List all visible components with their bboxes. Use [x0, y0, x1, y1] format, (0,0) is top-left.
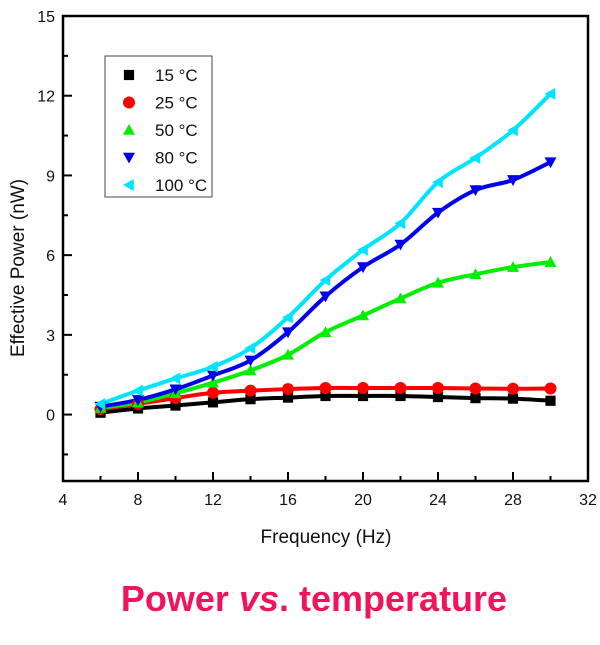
data-point — [507, 261, 519, 272]
x-tick-label: 4 — [59, 492, 68, 509]
y-tick-label: 12 — [37, 89, 55, 106]
x-axis-ticks: 4 8 12 16 20 24 28 32 — [59, 472, 597, 509]
data-point — [507, 175, 519, 186]
data-point — [207, 370, 219, 382]
data-point — [207, 386, 219, 399]
data-point — [469, 268, 482, 280]
data-point — [282, 392, 294, 403]
data-point — [94, 397, 106, 410]
data-point — [432, 176, 443, 189]
x-tick-label: 16 — [279, 492, 297, 509]
data-point — [319, 382, 332, 394]
data-point — [507, 393, 519, 404]
y-axis-title: Effective Power (nW) — [8, 179, 29, 357]
legend-label: 25 °C — [155, 94, 198, 113]
data-point — [282, 383, 294, 396]
data-point — [169, 372, 181, 385]
y-tick-label: 15 — [37, 9, 55, 26]
legend-marker — [123, 152, 135, 164]
legend-label: 15 °C — [155, 66, 198, 85]
legend-marker — [123, 179, 134, 191]
y-tick-label: 0 — [46, 408, 55, 425]
data-point — [244, 384, 257, 397]
data-point — [319, 326, 332, 337]
data-point — [207, 397, 219, 408]
y-tick-label: 6 — [46, 248, 55, 265]
data-point — [432, 391, 444, 403]
y-tick-label: 9 — [46, 168, 55, 185]
data-point — [394, 292, 407, 304]
data-point — [357, 382, 369, 394]
data-point — [170, 400, 181, 411]
data-point — [282, 311, 293, 324]
legend: 15 °C 25 °C 50 °C 80 °C 100 °C — [104, 55, 213, 198]
data-point — [545, 395, 556, 406]
data-point — [507, 382, 519, 395]
series-markers — [94, 87, 557, 418]
x-tick-label: 32 — [579, 492, 597, 509]
data-point — [357, 262, 369, 274]
legend-marker — [123, 96, 135, 109]
caption: Power vs. temperature — [0, 578, 600, 620]
data-point — [395, 390, 406, 402]
data-point — [432, 382, 444, 394]
legend-label: 100 °C — [155, 176, 207, 195]
legend-label: 80 °C — [155, 149, 198, 168]
legend-marker — [123, 124, 135, 135]
data-point — [244, 342, 256, 355]
data-point — [357, 243, 368, 256]
chart: 4 8 12 16 20 24 28 32 0 3 6 9 12 15 Frequency (Hz) E… — [8, 9, 597, 548]
data-point — [132, 395, 144, 406]
x-tick-label: 8 — [134, 492, 143, 509]
x-tick-label: 12 — [204, 492, 222, 509]
data-point — [319, 274, 331, 287]
data-point — [244, 355, 257, 367]
data-point — [357, 390, 369, 402]
data-point — [244, 364, 257, 376]
legend-label: 50 °C — [155, 121, 198, 140]
data-point — [469, 185, 482, 197]
data-point — [282, 348, 294, 360]
data-point — [357, 309, 369, 321]
x-tick-label: 20 — [354, 492, 372, 509]
x-tick-label: 24 — [429, 492, 447, 509]
caption-part1: Power — [120, 578, 239, 619]
data-point — [394, 382, 407, 394]
y-tick-label: 3 — [46, 328, 55, 345]
data-point — [544, 157, 557, 169]
data-point — [320, 390, 331, 402]
x-axis-title: Frequency (Hz) — [261, 527, 392, 548]
data-point — [394, 239, 407, 251]
data-point — [207, 376, 219, 388]
legend-box — [104, 55, 213, 198]
data-point — [207, 360, 218, 373]
data-point — [245, 394, 256, 405]
data-point — [544, 382, 557, 395]
data-point — [544, 256, 557, 267]
data-point — [132, 384, 143, 397]
caption-part2: . temperature — [279, 578, 508, 619]
data-point — [432, 276, 444, 288]
series-line-3 — [98, 160, 553, 409]
data-point — [469, 382, 482, 395]
data-point — [432, 207, 444, 219]
x-tick-label: 28 — [504, 492, 522, 509]
data-point — [282, 327, 294, 339]
data-point — [319, 291, 332, 303]
data-point — [394, 217, 406, 230]
data-point — [544, 87, 556, 100]
data-point — [470, 392, 481, 404]
data-point — [469, 151, 481, 164]
y-axis-ticks: 0 3 6 9 12 15 — [37, 9, 72, 456]
legend-marker — [123, 69, 135, 81]
data-point — [169, 384, 182, 396]
data-point — [507, 124, 518, 137]
caption-italic: vs — [238, 578, 279, 619]
